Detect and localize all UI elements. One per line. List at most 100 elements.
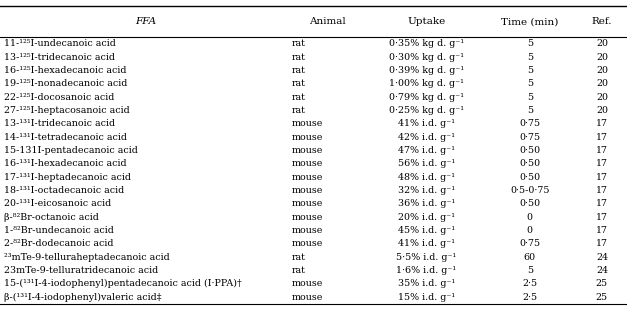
Text: rat: rat <box>292 266 305 275</box>
Text: 23mTe-9-telluratridecanoic acid: 23mTe-9-telluratridecanoic acid <box>4 266 159 275</box>
Text: 5: 5 <box>527 106 533 115</box>
Text: 17: 17 <box>596 173 608 182</box>
Text: 2-⁸²Br-dodecanoic acid: 2-⁸²Br-dodecanoic acid <box>4 239 114 248</box>
Text: Time (min): Time (min) <box>501 17 559 26</box>
Text: 15-(¹³¹I-4-iodophenyl)pentadecanoic acid (I·PPA)†: 15-(¹³¹I-4-iodophenyl)pentadecanoic acid… <box>4 279 242 288</box>
Text: 42% i.d. g⁻¹: 42% i.d. g⁻¹ <box>398 133 455 142</box>
Text: mouse: mouse <box>292 186 323 195</box>
Text: mouse: mouse <box>292 133 323 142</box>
Text: 0·50: 0·50 <box>519 199 540 208</box>
Text: rat: rat <box>292 66 305 75</box>
Text: rat: rat <box>292 79 305 88</box>
Text: mouse: mouse <box>292 119 323 128</box>
Text: mouse: mouse <box>292 159 323 168</box>
Text: 5: 5 <box>527 93 533 102</box>
Text: 56% i.d. g⁻¹: 56% i.d. g⁻¹ <box>398 159 455 168</box>
Text: 17: 17 <box>596 226 608 235</box>
Text: 0: 0 <box>527 213 533 222</box>
Text: rat: rat <box>292 53 305 62</box>
Text: 0·39% kg d. g⁻¹: 0·39% kg d. g⁻¹ <box>389 66 464 75</box>
Text: rat: rat <box>292 93 305 102</box>
Text: 24: 24 <box>596 253 608 262</box>
Text: Uptake: Uptake <box>407 17 446 26</box>
Text: 32% i.d. g⁻¹: 32% i.d. g⁻¹ <box>398 186 455 195</box>
Text: mouse: mouse <box>292 279 323 288</box>
Text: 20: 20 <box>596 53 608 62</box>
Text: 17: 17 <box>596 119 608 128</box>
Text: 13-¹³¹I-tridecanoic acid: 13-¹³¹I-tridecanoic acid <box>4 119 115 128</box>
Text: 5·5% i.d. g⁻¹: 5·5% i.d. g⁻¹ <box>396 253 456 262</box>
Text: 0·50: 0·50 <box>519 146 540 155</box>
Text: 2·5: 2·5 <box>522 293 537 302</box>
Text: 13-¹²⁵I-tridecanoic acid: 13-¹²⁵I-tridecanoic acid <box>4 53 115 62</box>
Text: mouse: mouse <box>292 293 323 302</box>
Text: 20: 20 <box>596 79 608 88</box>
Text: 5: 5 <box>527 266 533 275</box>
Text: β-⁸²Br-octanoic acid: β-⁸²Br-octanoic acid <box>4 213 99 222</box>
Text: 1·00% kg d. g⁻¹: 1·00% kg d. g⁻¹ <box>389 79 464 88</box>
Text: 17: 17 <box>596 213 608 222</box>
Text: 20: 20 <box>596 106 608 115</box>
Text: Animal: Animal <box>309 17 346 26</box>
Text: ²³mTe-9-telluraheptadecanoic acid: ²³mTe-9-telluraheptadecanoic acid <box>4 253 170 262</box>
Text: 15% i.d. g⁻¹: 15% i.d. g⁻¹ <box>398 293 455 302</box>
Text: mouse: mouse <box>292 213 323 222</box>
Text: mouse: mouse <box>292 173 323 182</box>
Text: 41% i.d. g⁻¹: 41% i.d. g⁻¹ <box>398 119 455 128</box>
Text: 0·5-0·75: 0·5-0·75 <box>510 186 549 195</box>
Text: 0·50: 0·50 <box>519 159 540 168</box>
Text: 1-⁸²Br-undecanoic acid: 1-⁸²Br-undecanoic acid <box>4 226 114 235</box>
Text: FFA: FFA <box>135 17 156 26</box>
Text: 1·6% i.d. g⁻¹: 1·6% i.d. g⁻¹ <box>396 266 456 275</box>
Text: 17: 17 <box>596 239 608 248</box>
Text: 17: 17 <box>596 199 608 208</box>
Text: 22-¹²⁵I-docosanoic acid: 22-¹²⁵I-docosanoic acid <box>4 93 115 102</box>
Text: rat: rat <box>292 253 305 262</box>
Text: 5: 5 <box>527 66 533 75</box>
Text: 19-¹²⁵I-nonadecanoic acid: 19-¹²⁵I-nonadecanoic acid <box>4 79 128 88</box>
Text: rat: rat <box>292 39 305 48</box>
Text: 27-¹²⁵I-heptacosanoic acid: 27-¹²⁵I-heptacosanoic acid <box>4 106 130 115</box>
Text: 15-131I-pentadecanoic acid: 15-131I-pentadecanoic acid <box>4 146 139 155</box>
Text: 0·75: 0·75 <box>519 133 540 142</box>
Text: rat: rat <box>292 106 305 115</box>
Text: 24: 24 <box>596 266 608 275</box>
Text: 35% i.d. g⁻¹: 35% i.d. g⁻¹ <box>398 279 455 288</box>
Text: 45% i.d. g⁻¹: 45% i.d. g⁻¹ <box>398 226 455 235</box>
Text: 20% i.d. g⁻¹: 20% i.d. g⁻¹ <box>398 213 455 222</box>
Text: 5: 5 <box>527 39 533 48</box>
Text: mouse: mouse <box>292 146 323 155</box>
Text: 41% i.d. g⁻¹: 41% i.d. g⁻¹ <box>398 239 455 248</box>
Text: 0·30% kg d. g⁻¹: 0·30% kg d. g⁻¹ <box>389 53 464 62</box>
Text: 16-¹²⁵I-hexadecanoic acid: 16-¹²⁵I-hexadecanoic acid <box>4 66 127 75</box>
Text: 17-¹³¹I-heptadecanoic acid: 17-¹³¹I-heptadecanoic acid <box>4 173 132 182</box>
Text: 11-¹²⁵I-undecanoic acid: 11-¹²⁵I-undecanoic acid <box>4 39 116 48</box>
Text: mouse: mouse <box>292 199 323 208</box>
Text: 20: 20 <box>596 39 608 48</box>
Text: 5: 5 <box>527 79 533 88</box>
Text: 36% i.d. g⁻¹: 36% i.d. g⁻¹ <box>398 199 455 208</box>
Text: 0·35% kg d. g⁻¹: 0·35% kg d. g⁻¹ <box>389 39 464 48</box>
Text: 25: 25 <box>596 279 608 288</box>
Text: 20: 20 <box>596 66 608 75</box>
Text: 0: 0 <box>527 226 533 235</box>
Text: 2·5: 2·5 <box>522 279 537 288</box>
Text: 5: 5 <box>527 53 533 62</box>
Text: 0·50: 0·50 <box>519 173 540 182</box>
Text: 16-¹³¹I-hexadecanoic acid: 16-¹³¹I-hexadecanoic acid <box>4 159 127 168</box>
Text: 48% i.d. g⁻¹: 48% i.d. g⁻¹ <box>398 173 455 182</box>
Text: 17: 17 <box>596 146 608 155</box>
Text: β-(¹³¹I-4-iodophenyl)valeric acid‡: β-(¹³¹I-4-iodophenyl)valeric acid‡ <box>4 293 162 302</box>
Text: 17: 17 <box>596 186 608 195</box>
Text: 20: 20 <box>596 93 608 102</box>
Text: 17: 17 <box>596 133 608 142</box>
Text: 17: 17 <box>596 159 608 168</box>
Text: 0·25% kg d. g⁻¹: 0·25% kg d. g⁻¹ <box>389 106 464 115</box>
Text: 0·79% kg d. g⁻¹: 0·79% kg d. g⁻¹ <box>389 93 464 102</box>
Text: 0·75: 0·75 <box>519 239 540 248</box>
Text: 18-¹³¹I-octadecanoic acid: 18-¹³¹I-octadecanoic acid <box>4 186 125 195</box>
Text: 60: 60 <box>524 253 536 262</box>
Text: 47% i.d. g⁻¹: 47% i.d. g⁻¹ <box>398 146 455 155</box>
Text: 25: 25 <box>596 293 608 302</box>
Text: mouse: mouse <box>292 239 323 248</box>
